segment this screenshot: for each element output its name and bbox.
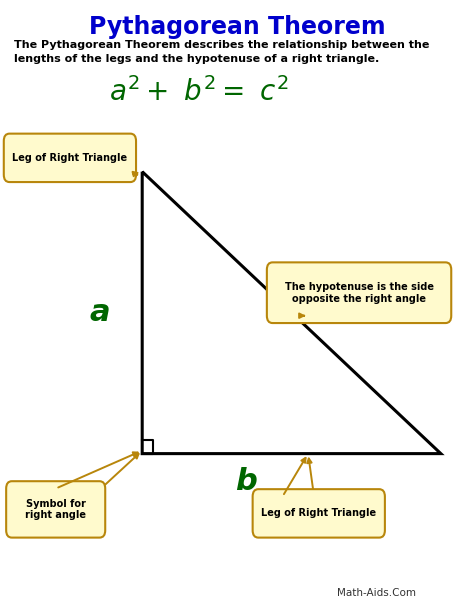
Text: Symbol for
right angle: Symbol for right angle xyxy=(25,498,86,520)
Text: lengths of the legs and the hypotenuse of a right triangle.: lengths of the legs and the hypotenuse o… xyxy=(14,54,380,64)
FancyBboxPatch shape xyxy=(6,481,105,538)
FancyBboxPatch shape xyxy=(267,262,451,323)
Text: The hypotenuse is the side
opposite the right angle: The hypotenuse is the side opposite the … xyxy=(284,282,434,303)
Text: b: b xyxy=(236,466,257,496)
Text: Math-Aids.Com: Math-Aids.Com xyxy=(337,588,416,598)
Text: Pythagorean Theorem: Pythagorean Theorem xyxy=(89,15,385,39)
Text: c: c xyxy=(283,270,301,300)
FancyBboxPatch shape xyxy=(253,489,385,538)
FancyBboxPatch shape xyxy=(4,134,136,182)
Text: Leg of Right Triangle: Leg of Right Triangle xyxy=(261,508,376,519)
Text: Leg of Right Triangle: Leg of Right Triangle xyxy=(12,153,128,163)
Text: The Pythagorean Theorem describes the relationship between the: The Pythagorean Theorem describes the re… xyxy=(14,40,429,50)
Text: $\mathit{a}^2 + \ \mathit{b}^2 = \ \mathit{c}^2$: $\mathit{a}^2 + \ \mathit{b}^2 = \ \math… xyxy=(109,77,289,107)
Text: a: a xyxy=(89,298,110,327)
